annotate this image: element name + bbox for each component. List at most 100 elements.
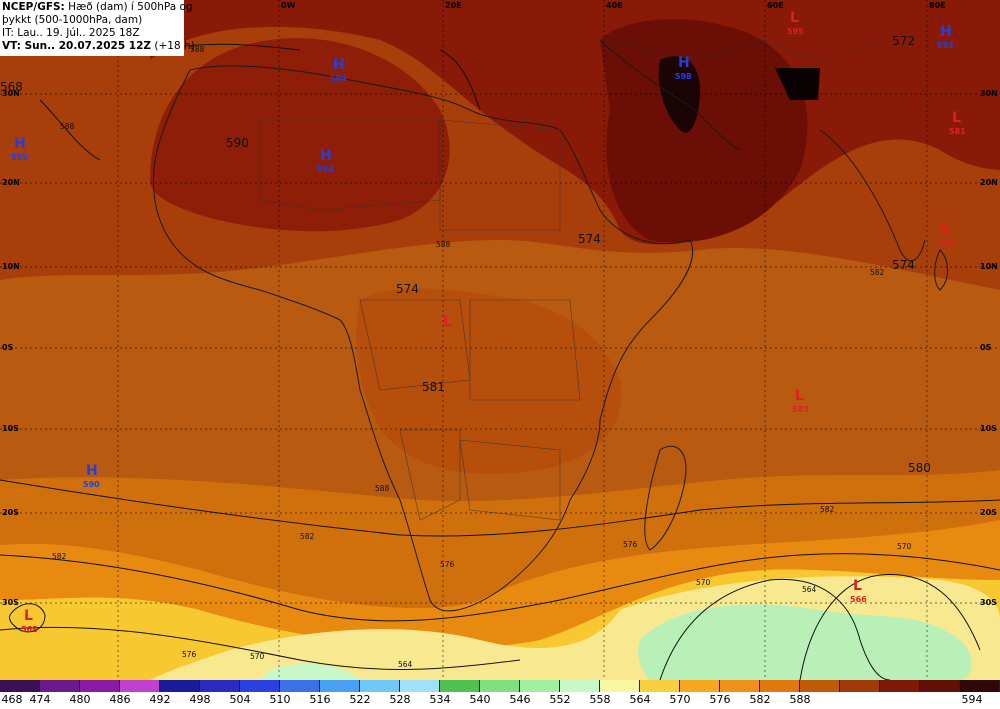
legend-label: 588 [789, 693, 811, 706]
legend-swatch [680, 680, 720, 692]
legend-label: 516 [309, 693, 331, 706]
pressure-center-letter: H [678, 55, 690, 71]
legend-label: 504 [229, 693, 251, 706]
pressure-center-value: 583 [792, 405, 809, 414]
pressure-center-value: 594 [317, 165, 334, 174]
pressure-center-value: 566 [850, 595, 867, 604]
legend-swatch [560, 680, 600, 692]
lat-label-right: 10S [980, 424, 997, 433]
pressure-center-value: 593 [937, 41, 954, 50]
contour-label: 582 [52, 552, 67, 561]
borders [259, 39, 881, 521]
contour-label: 576 [440, 560, 455, 569]
pressure-center-value: 590 [83, 480, 100, 489]
coastlines [153, 39, 948, 612]
legend-labels: 468 474 480 486 492 498 504 510 516 522 528 534 540 5… [0, 693, 1000, 709]
legend-label: 498 [189, 693, 211, 706]
legend-swatch [360, 680, 400, 692]
contour-label: 582 [300, 532, 315, 541]
pressure-center-letter: H [86, 463, 98, 479]
thickness-label: 590 [226, 136, 249, 150]
contour-label: 576 [623, 540, 638, 549]
legend-label: 576 [709, 693, 731, 706]
thickness-field-map [0, 0, 1000, 680]
lat-label-left: 0S [2, 343, 14, 352]
contour-label: 564 [398, 660, 413, 669]
legend-label: 558 [589, 693, 611, 706]
legend-swatch [0, 680, 40, 692]
title-line-2: þykkt (500-1000hPa, dam) [2, 14, 143, 26]
lat-label-right: 20N [980, 178, 998, 187]
lat-label-right: 0S [980, 343, 992, 352]
pressure-center-letter: L [795, 388, 804, 404]
legend-swatch [480, 680, 520, 692]
legend-swatch [880, 680, 920, 692]
lon-label: 80E [929, 1, 946, 10]
title-line-4: VT: Sun.. 20.07.2025 12Z (+18 h) [2, 40, 195, 52]
legend-label: 594 [961, 693, 983, 706]
thickness-label: 568 [0, 80, 23, 94]
legend-label: 546 [509, 693, 531, 706]
field-band-546 [260, 664, 360, 680]
lat-label-right: 20S [980, 508, 997, 517]
map-title-box: NCEP/GFS: Hæð (dam) í 500hPa og þykkt (5… [0, 0, 195, 56]
legend-label: 468 [1, 693, 23, 706]
pressure-center-letter: L [790, 10, 799, 26]
pressure-center-letter: H [940, 24, 952, 40]
pressure-center-letter: H [320, 148, 332, 164]
legend-swatch [40, 680, 80, 692]
thickness-label: 580 [908, 461, 931, 475]
lon-label: 40E [606, 1, 623, 10]
contour-label: 570 [250, 652, 265, 661]
lon-label: 0W [281, 1, 296, 10]
legend-label: 540 [469, 693, 491, 706]
lat-label-left: 10S [2, 424, 19, 433]
pressure-center-letter: L [941, 221, 950, 237]
legend-label: 570 [669, 693, 691, 706]
legend-swatch [440, 680, 480, 692]
title-line-3: IT: Lau.. 19. Júl.. 2025 18Z [2, 27, 140, 39]
legend-swatch [800, 680, 840, 692]
color-legend: 468 474 480 486 492 498 504 510 516 522 528 534 540 5… [0, 680, 1000, 709]
contour-label: 576 [182, 650, 197, 659]
thickness-label: 574 [578, 232, 601, 246]
field-band-552 [638, 604, 972, 680]
pressure-center-letter: L [853, 578, 862, 594]
lat-label-left: 10N [2, 262, 20, 271]
lon-label: 20E [445, 1, 462, 10]
lon-label: 60E [767, 1, 784, 10]
contour-label: 570 [897, 542, 912, 551]
legend-label: 528 [389, 693, 411, 706]
legend-swatch [160, 680, 200, 692]
contour-label: 570 [696, 578, 711, 587]
contour-label: 588 [190, 45, 205, 54]
legend-label: 474 [29, 693, 51, 706]
field-band-576 [0, 470, 1000, 609]
field-band-574-indian [696, 285, 1000, 480]
legend-swatch [200, 680, 240, 692]
legend-swatch [760, 680, 800, 692]
field-band-black-2 [775, 68, 820, 100]
legend-color-bar [0, 680, 1000, 692]
legend-swatch [960, 680, 1000, 692]
legend-swatch [120, 680, 160, 692]
field-band-black [658, 56, 700, 133]
contour-label: 582 [870, 268, 885, 277]
lat-label-left: 20S [2, 508, 19, 517]
pressure-center-value: 598 [675, 72, 692, 81]
legend-swatch [280, 680, 320, 692]
legend-swatch [400, 680, 440, 692]
pressure-center-value: 595 [787, 27, 804, 36]
legend-swatch [80, 680, 120, 692]
lat-label-left: 30N [2, 89, 20, 98]
legend-swatch [320, 680, 360, 692]
pressure-center-value: 583 [938, 238, 955, 247]
lat-label-right: 30N [980, 89, 998, 98]
legend-swatch [600, 680, 640, 692]
pressure-center-letter: H [333, 57, 345, 73]
field-band-576-central [356, 288, 622, 474]
pressure-center-value: 581 [949, 127, 966, 136]
weather-map: 0W 20E 40E 60E 80E 30N 20N 10N 0S 10S 20S 30S 30N 2… [0, 0, 1000, 680]
legend-swatch [640, 680, 680, 692]
legend-swatch [240, 680, 280, 692]
